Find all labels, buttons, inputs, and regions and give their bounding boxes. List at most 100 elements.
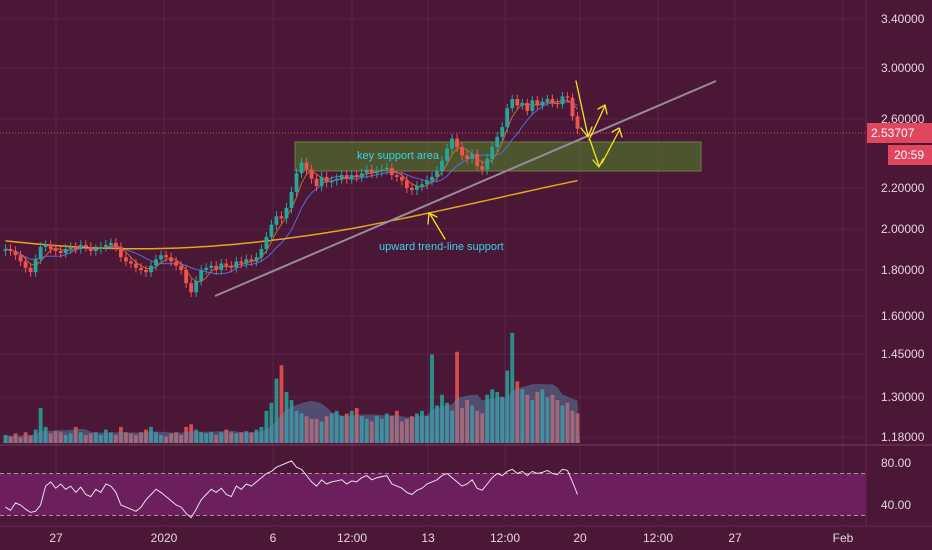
candle-body [13,251,18,256]
candle-body [384,167,389,170]
volume-bar [113,434,118,443]
volume-bar [540,389,545,443]
volume-bar [184,426,189,443]
candle-body [500,127,505,137]
price-tick-label: 2.20000 [881,181,925,195]
rsi-line [5,460,578,519]
candle-body [23,261,28,268]
candle-body [63,248,68,254]
candle-body [369,169,374,174]
trend-lines [214,80,717,297]
yellow-arrow-4 [589,139,600,167]
volume-bar [68,433,73,443]
candle-body [455,138,459,147]
yellow-arrow-7 [611,127,623,138]
candle-body [93,248,98,252]
yellow-arrow-1 [580,126,593,138]
volume-bar [425,416,429,443]
candle-body [33,259,38,273]
candle-body [279,216,284,219]
volume-bar [445,402,449,443]
volume-bar [98,434,103,443]
candle-body [344,175,349,179]
volume-bar [88,433,93,443]
volume-bar [490,389,495,443]
candle-body [324,176,329,183]
candle-body [575,116,580,129]
yellow-arrow-0 [575,80,589,137]
candle-body [229,265,234,268]
volume-bar [500,397,505,443]
volume-bar [249,432,254,443]
volume-bar [154,432,158,443]
candle-body [460,146,464,156]
volume-bar [83,434,88,443]
candle-body [510,99,515,109]
volume-bar [349,410,354,443]
volume-bar [450,410,454,443]
candle-body [389,167,394,176]
price-badge: 2.53707 [867,123,932,143]
candle-body [410,188,414,190]
volume-bar [189,424,194,443]
volume-bar [274,378,279,443]
volume-bar [204,433,209,443]
volume-bar [359,416,364,443]
annotation-arrows [427,80,623,240]
candle-body [269,224,274,237]
volume-bar [324,416,329,443]
candle-body [129,261,133,264]
time-tick-label: 6 [270,531,277,545]
volume-bar [8,436,13,443]
rsi-band [0,473,866,516]
time-tick-label: 20 [573,531,587,545]
volume-bar [515,381,520,443]
candle-body [219,263,224,270]
candle-body [73,246,78,249]
candle-body [154,259,158,266]
time-tick-label: 2020 [151,531,178,545]
candle-body [570,97,575,117]
candle-body [254,257,259,262]
candle-body [53,248,58,252]
volume-bar [379,418,384,443]
volume-bar [164,436,168,443]
volume-bar [384,413,389,443]
price-tick-label: 1.60000 [881,309,925,323]
candle-body [189,283,194,293]
candle-body [520,102,525,106]
volume-bar [339,416,344,443]
volume-bar [455,351,459,443]
volume-bar [269,402,274,443]
volume-bar [545,397,550,443]
price-tick-label: 3.00000 [881,61,925,75]
candle-body [445,148,449,161]
candle-body [294,173,299,192]
countdown-label: 20:59 [894,148,924,162]
volume-bar [13,433,18,443]
candle-body [555,102,560,105]
time-tick-label: Feb [833,531,854,545]
candle-body [204,267,209,270]
candle-body [425,180,429,185]
candle-body [259,248,264,258]
yellow-arrow-9 [427,212,438,225]
candle-body [119,246,123,258]
candle-body [309,169,314,179]
volume-bar [485,394,490,443]
candle-body [164,255,168,258]
candle-body [58,251,63,254]
volume-bar [364,418,369,443]
uptrend-line [214,80,717,297]
candle-body [404,180,409,188]
volume-bar [329,413,334,443]
candle-body [68,246,73,249]
candle-body [319,176,324,187]
volume-bar [394,410,399,443]
candle-body [560,96,565,105]
candle-body [550,99,555,103]
volume-bar [3,434,8,443]
volume-bar [334,410,339,443]
yellow-arrow-8 [429,213,446,240]
